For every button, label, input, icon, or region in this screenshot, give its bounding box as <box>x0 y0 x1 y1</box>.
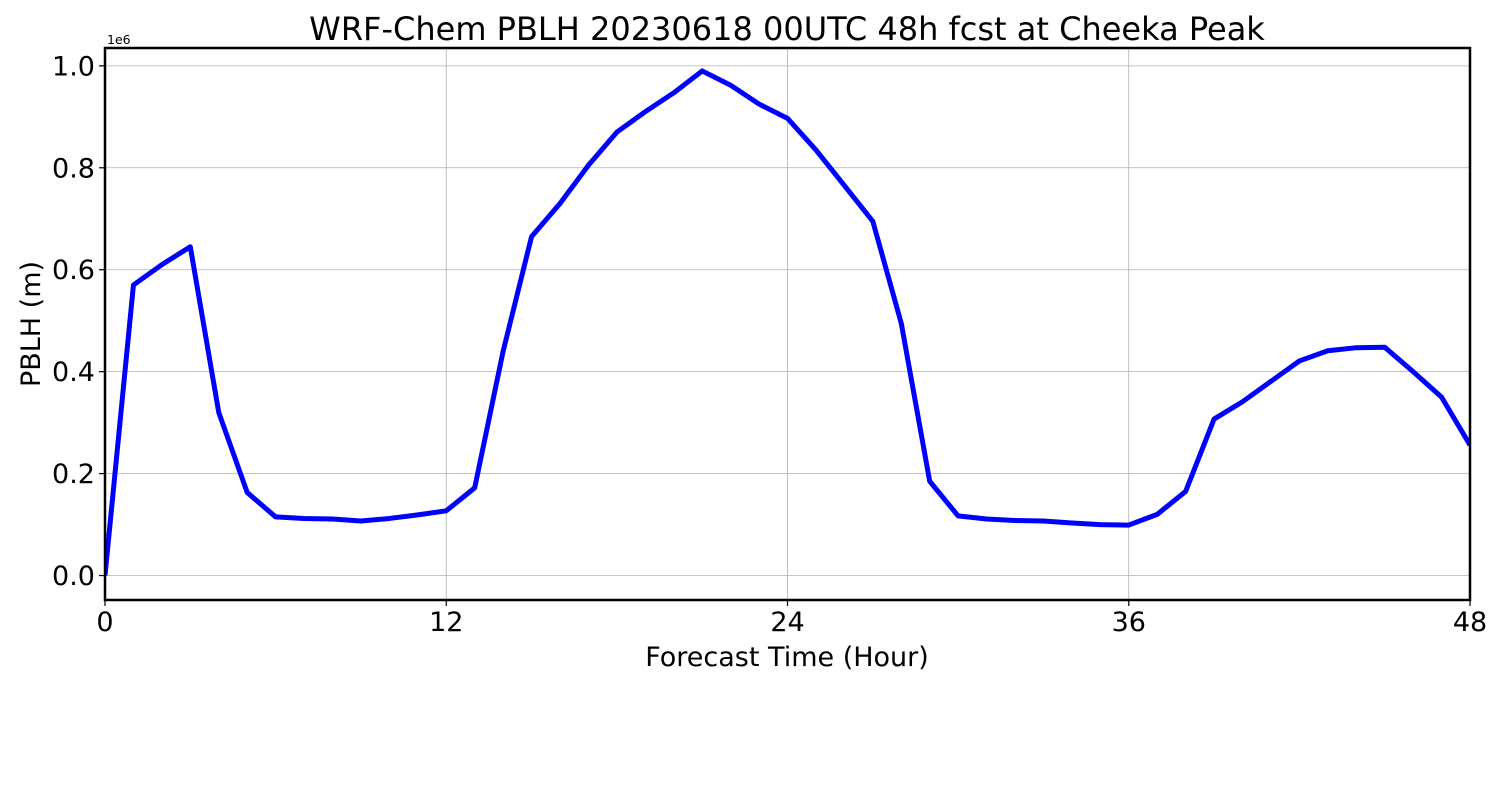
y-tick-label: 0.0 <box>52 561 95 592</box>
y-tick-label: 1.0 <box>52 51 95 82</box>
chart-title: WRF-Chem PBLH 20230618 00UTC 48h fcst at… <box>309 10 1265 48</box>
pblh-series-line <box>105 68 1470 576</box>
y-tick-label: 0.6 <box>52 255 95 286</box>
x-tick-label: 48 <box>1453 607 1487 638</box>
x-tick-label: 24 <box>770 607 804 638</box>
x-tick-label: 12 <box>429 607 463 638</box>
x-tick-label: 0 <box>96 607 113 638</box>
x-axis-label: Forecast Time (Hour) <box>645 642 929 673</box>
series-layer <box>105 68 1470 576</box>
y-tick-label: 0.8 <box>52 153 95 184</box>
x-tick-label: 36 <box>1112 607 1146 638</box>
axis-ticks: 0 12 24 36 48 0.0 0.2 0.4 0.6 0.8 1.0 <box>52 51 1487 638</box>
y-tick-label: 0.2 <box>52 459 95 490</box>
y-offset-label: 1e6 <box>107 32 131 47</box>
y-tick-label: 0.4 <box>52 357 95 388</box>
y-axis-label: PBLH (m) <box>16 261 47 387</box>
